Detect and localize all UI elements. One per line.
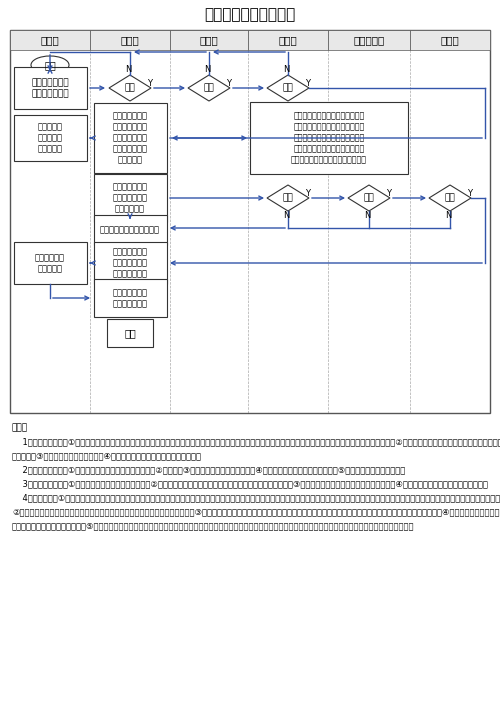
Bar — [10, 30, 490, 413]
Text: 工程部对现场签证及各种罚款事实
进行审核，预算合约部对实际完成
工程量及分包工程签证进行审核，
并与分包商、项目部共同签字确认
《分包工程竣工结算工程量确认表》: 工程部对现场签证及各种罚款事实 进行审核，预算合约部对实际完成 工程量及分包工程… — [291, 111, 367, 165]
Text: 分包工程结算管理流程: 分包工程结算管理流程 — [204, 8, 296, 23]
Text: N: N — [445, 212, 451, 220]
Text: 通知分包商根据
最终审批结果编
制最终的结算书: 通知分包商根据 最终审批结果编 制最终的结算书 — [112, 247, 148, 279]
Text: N: N — [125, 66, 131, 74]
Text: 整理汇总审核结
果，填报《分包
工程结算书》: 整理汇总审核结 果，填报《分包 工程结算书》 — [112, 183, 148, 214]
Bar — [94, 242, 166, 284]
Text: Y: Y — [148, 79, 152, 88]
Bar — [94, 279, 166, 317]
Bar — [10, 30, 90, 50]
Bar — [410, 30, 490, 50]
Polygon shape — [429, 185, 471, 211]
Text: 审批: 审批 — [444, 193, 456, 202]
Polygon shape — [109, 75, 151, 101]
Bar — [94, 215, 166, 245]
Polygon shape — [188, 75, 230, 101]
Text: 开始: 开始 — [44, 60, 56, 70]
Text: 办理结算书会签
盖章手续，进入: 办理结算书会签 盖章手续，进入 — [112, 288, 148, 308]
Text: Y: Y — [306, 190, 310, 198]
Text: Y: Y — [226, 79, 232, 88]
Text: 项目部: 项目部 — [120, 35, 140, 45]
Text: 预算合约部: 预算合约部 — [354, 35, 384, 45]
Polygon shape — [267, 185, 309, 211]
Bar — [14, 242, 86, 284]
Polygon shape — [267, 75, 309, 101]
Text: 补充完善相应资料，重报提: 补充完善相应资料，重报提 — [100, 226, 160, 234]
Text: N: N — [283, 66, 289, 74]
Text: 对分包结算资料
的真实性、符合
性进行审核，并
对实际完成工程
量进行复核: 对分包结算资料 的真实性、符合 性进行审核，并 对实际完成工程 量进行复核 — [112, 111, 148, 165]
Text: 审核: 审核 — [124, 84, 136, 93]
Polygon shape — [348, 185, 390, 211]
Bar — [248, 30, 328, 50]
Text: Y: Y — [468, 190, 472, 198]
Text: 质安部: 质安部 — [200, 35, 218, 45]
Text: 办理完成；③分包商已经签认了竣工图；④分包商已办理了工程移交并撤离了现场。: 办理完成；③分包商已经签认了竣工图；④分包商已办理了工程移交并撤离了现场。 — [12, 451, 202, 460]
Bar — [14, 115, 86, 161]
Bar — [328, 30, 410, 50]
Text: 2、分包结算依据：①分包合同、补充协议及工程量清单；②竣工图；③双方确认的分包工程签证单；④双方确认工程增减项的工程价款；⑤双方确认的索赔、罚款等。: 2、分包结算依据：①分包合同、补充协议及工程量清单；②竣工图；③双方确认的分包工… — [12, 465, 405, 474]
Text: 4、其他规定：①与业主的竣工结算完成后，项目经理应催分包商在一周内提交分包工程结算申请和分包工程结算书，由项目部确认收到完整结算资料并审核后提交公司各部门进行审: 4、其他规定：①与业主的竣工结算完成后，项目经理应催分包商在一周内提交分包工程结… — [12, 493, 500, 502]
Text: Y: Y — [306, 79, 310, 88]
Text: 工程部: 工程部 — [278, 35, 297, 45]
Text: N: N — [204, 66, 210, 74]
Bar — [94, 174, 166, 222]
Text: 编制并报送最
终的结算书: 编制并报送最 终的结算书 — [35, 253, 65, 273]
Text: Y: Y — [386, 190, 392, 198]
Text: N: N — [364, 212, 370, 220]
Text: N: N — [283, 212, 289, 220]
Text: 分包商: 分包商 — [40, 35, 60, 45]
Text: 总经理: 总经理 — [440, 35, 460, 45]
Text: 按要求完善
结算资料并
与项目部核: 按要求完善 结算资料并 与项目部核 — [38, 122, 62, 154]
Text: ②分包工程结算书必须按照公司【预算合约部】提供的格式及内容要求进行编制；③某单项施工内容如果由多家分包商施工的，多家分包商应同时结算，并做出该单项施工内容的工程: ②分包工程结算书必须按照公司【预算合约部】提供的格式及内容要求进行编制；③某单项… — [12, 507, 500, 516]
Text: 分包商必须附上工程量计算底稿；⑤分包工程最终的结算书必须经分包单位项目负责人、项目经理、工程部经理、预算部经理、总经理共同签字确认并加盖承发包双方公章方为有效。: 分包商必须附上工程量计算底稿；⑤分包工程最终的结算书必须经分包单位项目负责人、项… — [12, 521, 414, 530]
Bar — [14, 67, 86, 109]
Text: 1、分包结算条件：①分包商已完成分包合同及补充协议所确定的全部工作内容，并经验收达到合同约定的质量标准；有合格的竣工质量验收报告及工程质量评定报告；②主合同（我: 1、分包结算条件：①分包商已完成分包合同及补充协议所确定的全部工作内容，并经验收… — [12, 437, 500, 446]
Text: 提交《分包工程
竣工结算申请》: 提交《分包工程 竣工结算申请》 — [31, 78, 69, 98]
Bar — [94, 103, 166, 173]
Text: 说明：: 说明： — [12, 423, 28, 432]
Text: 审核: 审核 — [282, 84, 294, 93]
Bar — [90, 30, 170, 50]
Ellipse shape — [31, 56, 69, 74]
Text: 审核: 审核 — [204, 84, 214, 93]
Text: 审核: 审核 — [282, 193, 294, 202]
Text: 审核: 审核 — [364, 193, 374, 202]
Bar — [107, 319, 153, 347]
Text: 结束: 结束 — [124, 328, 136, 338]
Bar — [170, 30, 248, 50]
Bar — [250, 102, 408, 174]
Text: 3、分包结算原则：①严格按照分包合同约定进行结算；②按照分包商实际完成量进行结算，并控制在业主结算量以内；③甲供材料超耗领用的应在结算时予以扣除；④各种索赔、罚: 3、分包结算原则：①严格按照分包合同约定进行结算；②按照分包商实际完成量进行结算… — [12, 479, 488, 488]
